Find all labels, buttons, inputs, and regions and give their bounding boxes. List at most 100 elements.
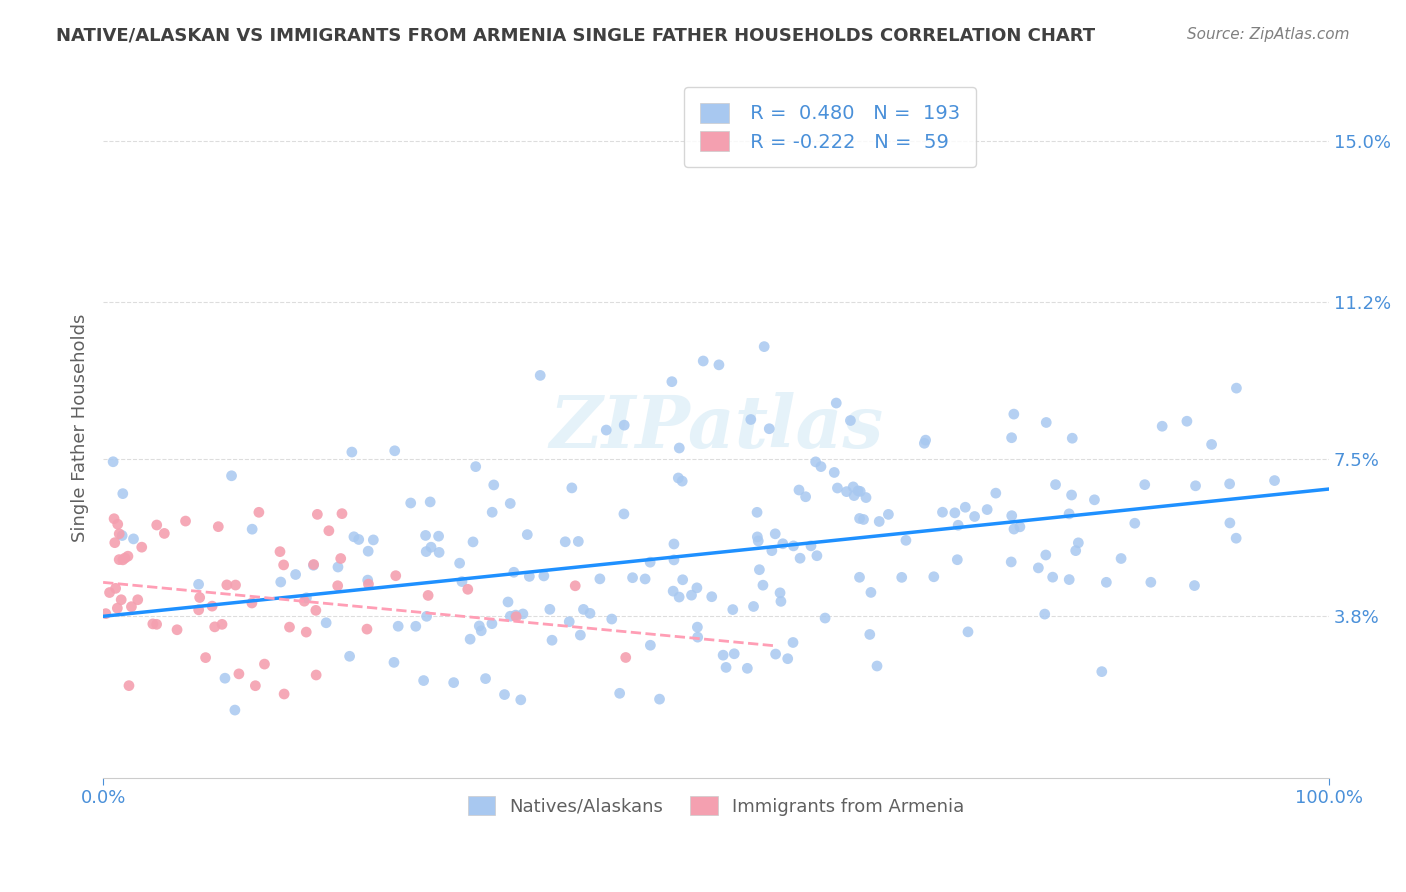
Point bbox=[810, 459, 832, 474]
Point bbox=[787, 483, 810, 497]
Point bbox=[347, 533, 370, 547]
Point bbox=[1035, 416, 1057, 430]
Point bbox=[533, 569, 555, 583]
Point bbox=[145, 518, 167, 533]
Point bbox=[228, 666, 250, 681]
Point bbox=[613, 418, 636, 433]
Point bbox=[754, 340, 776, 354]
Point bbox=[1001, 508, 1024, 523]
Point bbox=[111, 553, 134, 567]
Point bbox=[842, 489, 865, 503]
Point bbox=[1002, 407, 1025, 421]
Point bbox=[671, 474, 693, 488]
Point bbox=[748, 563, 770, 577]
Point bbox=[315, 615, 337, 630]
Point bbox=[640, 638, 662, 652]
Point bbox=[662, 537, 685, 551]
Point bbox=[481, 616, 503, 631]
Point bbox=[700, 590, 723, 604]
Point bbox=[579, 607, 602, 621]
Point bbox=[672, 573, 695, 587]
Point bbox=[769, 594, 792, 608]
Point bbox=[166, 623, 188, 637]
Point bbox=[120, 599, 142, 614]
Point bbox=[415, 609, 437, 624]
Point bbox=[946, 518, 969, 533]
Point bbox=[848, 570, 870, 584]
Point bbox=[305, 603, 328, 617]
Point bbox=[737, 661, 759, 675]
Point bbox=[302, 558, 325, 572]
Point bbox=[714, 660, 737, 674]
Point bbox=[692, 354, 714, 368]
Point bbox=[118, 679, 141, 693]
Point bbox=[668, 441, 690, 455]
Point bbox=[914, 433, 936, 447]
Point bbox=[723, 647, 745, 661]
Point bbox=[769, 586, 792, 600]
Point bbox=[326, 560, 349, 574]
Point bbox=[247, 505, 270, 519]
Point bbox=[111, 528, 134, 542]
Point bbox=[224, 703, 246, 717]
Point bbox=[747, 533, 769, 548]
Point bbox=[823, 466, 845, 480]
Point bbox=[956, 624, 979, 639]
Point bbox=[567, 534, 589, 549]
Point bbox=[1201, 437, 1223, 451]
Point bbox=[94, 607, 117, 621]
Point bbox=[859, 585, 882, 599]
Point bbox=[782, 539, 804, 553]
Point bbox=[399, 496, 422, 510]
Point bbox=[105, 601, 128, 615]
Point bbox=[111, 486, 134, 500]
Point bbox=[894, 533, 917, 548]
Point bbox=[307, 508, 329, 522]
Point bbox=[443, 675, 465, 690]
Point bbox=[449, 556, 471, 570]
Point bbox=[609, 686, 631, 700]
Point bbox=[517, 569, 540, 583]
Point bbox=[661, 375, 683, 389]
Point bbox=[114, 551, 136, 566]
Point bbox=[329, 551, 352, 566]
Point bbox=[1042, 570, 1064, 584]
Point bbox=[142, 616, 165, 631]
Point bbox=[110, 592, 132, 607]
Point bbox=[761, 543, 783, 558]
Point bbox=[412, 673, 434, 688]
Point bbox=[842, 480, 865, 494]
Point bbox=[505, 609, 527, 624]
Point bbox=[564, 579, 586, 593]
Point bbox=[295, 591, 318, 605]
Point bbox=[595, 423, 617, 437]
Point bbox=[356, 622, 378, 636]
Point bbox=[1123, 516, 1146, 531]
Point bbox=[825, 396, 848, 410]
Point bbox=[516, 527, 538, 541]
Point bbox=[1000, 555, 1022, 569]
Point bbox=[104, 582, 127, 596]
Text: Source: ZipAtlas.com: Source: ZipAtlas.com bbox=[1187, 27, 1350, 42]
Point bbox=[1002, 522, 1025, 536]
Point bbox=[765, 647, 787, 661]
Point bbox=[326, 579, 349, 593]
Point bbox=[505, 608, 527, 623]
Point bbox=[745, 505, 768, 519]
Point bbox=[1225, 381, 1247, 395]
Point bbox=[278, 620, 301, 634]
Point bbox=[747, 530, 769, 544]
Point bbox=[357, 544, 380, 558]
Point bbox=[1062, 431, 1084, 445]
Point bbox=[419, 495, 441, 509]
Point bbox=[502, 566, 524, 580]
Point bbox=[1133, 477, 1156, 491]
Point bbox=[187, 577, 209, 591]
Point bbox=[451, 574, 474, 589]
Point bbox=[572, 602, 595, 616]
Point bbox=[1225, 531, 1247, 545]
Point bbox=[127, 592, 149, 607]
Point bbox=[711, 648, 734, 663]
Point bbox=[103, 512, 125, 526]
Point bbox=[707, 358, 730, 372]
